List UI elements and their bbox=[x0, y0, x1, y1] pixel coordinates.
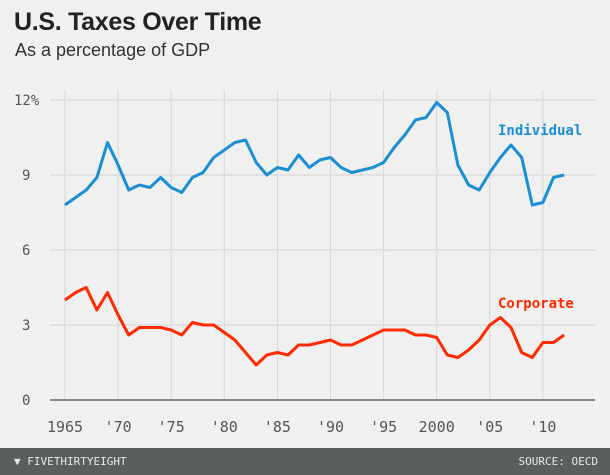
y-tick-label: 9 bbox=[22, 168, 30, 184]
x-tick-label: 2000 bbox=[419, 418, 455, 436]
y-tick-label: 12% bbox=[14, 93, 40, 109]
x-tick-label: '90 bbox=[317, 418, 344, 436]
series-label-corporate: Corporate bbox=[498, 296, 574, 312]
line-chart: 1965 '70 '75 '80 '85 '90 '95 2000 '05 '10 0 3 6 9 12% I… bbox=[14, 90, 595, 436]
x-tick-label: '95 bbox=[370, 418, 397, 436]
brand-name: FIVETHIRTYEIGHT bbox=[27, 455, 127, 468]
x-tick-label: '10 bbox=[529, 418, 556, 436]
x-tick-label: '75 bbox=[158, 418, 185, 436]
x-tick-label: 1965 bbox=[47, 418, 83, 436]
x-tick-label: '80 bbox=[211, 418, 238, 436]
brand-logo: ▼ FIVETHIRTYEIGHT bbox=[14, 455, 127, 468]
x-tick-label: '70 bbox=[105, 418, 132, 436]
series-label-individual: Individual bbox=[498, 123, 582, 139]
footer-bar: ▼ FIVETHIRTYEIGHT SOURCE: OECD bbox=[0, 448, 610, 475]
y-tick-label: 0 bbox=[22, 393, 30, 409]
x-tick-label: '05 bbox=[476, 418, 503, 436]
y-tick-label: 3 bbox=[22, 318, 30, 334]
x-tick-label: '85 bbox=[264, 418, 291, 436]
series-line-individual bbox=[64, 101, 565, 207]
chart-title: U.S. Taxes Over Time bbox=[14, 8, 262, 36]
chart-subtitle: As a percentage of GDP bbox=[15, 40, 211, 60]
y-tick-label: 6 bbox=[22, 243, 30, 259]
series-line-corporate bbox=[64, 286, 565, 367]
source-credit: SOURCE: OECD bbox=[518, 455, 598, 468]
